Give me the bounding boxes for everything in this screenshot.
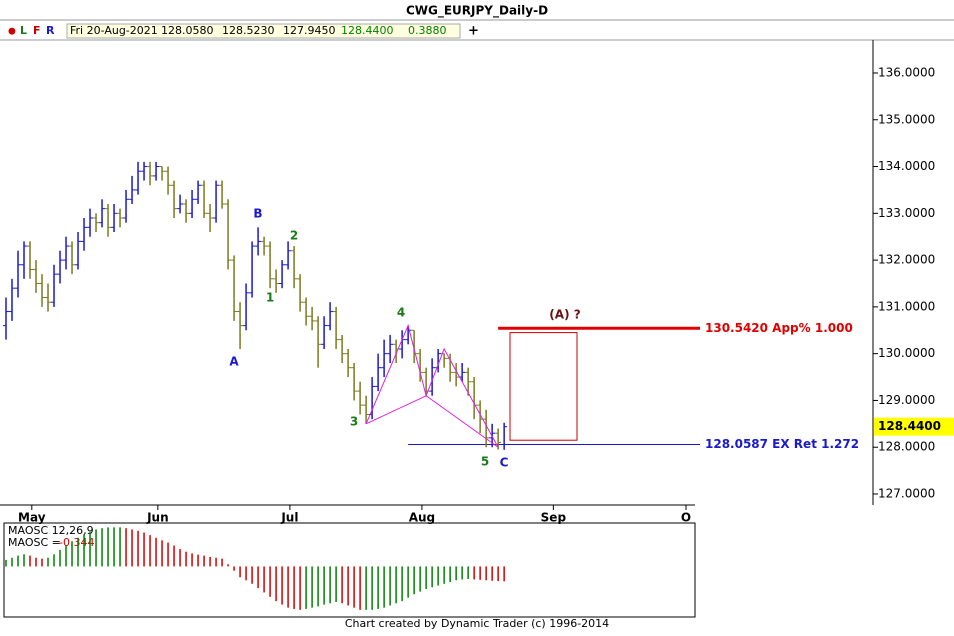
add-button[interactable]: +	[468, 24, 479, 39]
y-tick-label: 135.0000	[878, 112, 935, 126]
footer: Chart created by Dynamic Trader (c) 1996…	[345, 617, 609, 630]
wave-label: (A) ?	[549, 308, 580, 322]
chart-title: CWG_EURJPY_Daily-D	[406, 4, 548, 19]
level-label: 130.5420 App% 1.000	[705, 321, 853, 335]
quote-open: 128.0580	[161, 24, 214, 37]
target-zone	[509, 332, 578, 441]
button[interactable]: F	[33, 24, 41, 37]
x-tick-label: Aug	[409, 511, 435, 525]
osc-title: MAOSC 12,26,9	[8, 524, 94, 537]
last-price-box	[874, 417, 954, 436]
x-tick-label: Jul	[280, 511, 298, 525]
wave-label: A	[229, 355, 239, 369]
quote-change: 0.3880	[408, 24, 447, 37]
wave-label: C	[500, 456, 509, 470]
quote-close: 128.4400	[341, 24, 394, 37]
quote-box	[66, 23, 461, 39]
y-tick-label: 130.0000	[878, 346, 935, 360]
dot: ●	[8, 27, 16, 37]
x-tick-label: O	[681, 511, 691, 525]
quote-low: 127.9450	[283, 24, 336, 37]
x-tick-label: May	[18, 511, 46, 525]
x-tick-label: Sep	[541, 511, 567, 525]
quote-date: Fri 20-Aug-2021	[70, 24, 158, 37]
wave-label: B	[253, 207, 262, 221]
button[interactable]: L	[20, 24, 27, 37]
wave-label: 4	[397, 306, 405, 320]
wave-label: 1	[266, 291, 274, 305]
y-tick-label: 136.0000	[878, 65, 935, 79]
level-label: 128.0587 EX Ret 1.272	[705, 437, 859, 451]
y-tick-label: 133.0000	[878, 206, 935, 220]
x-tick-label: Jun	[146, 511, 169, 525]
quote-high: 128.5230	[222, 24, 275, 37]
wave-label: 5	[481, 455, 489, 469]
wave-label: 3	[350, 415, 358, 429]
button[interactable]: R	[46, 24, 55, 37]
y-tick-label: 131.0000	[878, 299, 935, 313]
y-tick-label: 127.0000	[878, 487, 935, 501]
y-tick-label: 129.0000	[878, 393, 935, 407]
y-tick-label: 128.0000	[878, 440, 935, 454]
osc-readout: MAOSC =	[8, 536, 61, 549]
y-tick-label: 134.0000	[878, 159, 935, 173]
y-tick-label: 132.0000	[878, 253, 935, 267]
osc-value: -0.344	[59, 536, 94, 549]
oscillator-panel	[3, 522, 696, 618]
pattern-leg	[365, 395, 427, 425]
pattern-leg	[425, 395, 499, 448]
last-price-label: 128.4400	[878, 419, 941, 433]
wave-label: 2	[290, 229, 298, 243]
